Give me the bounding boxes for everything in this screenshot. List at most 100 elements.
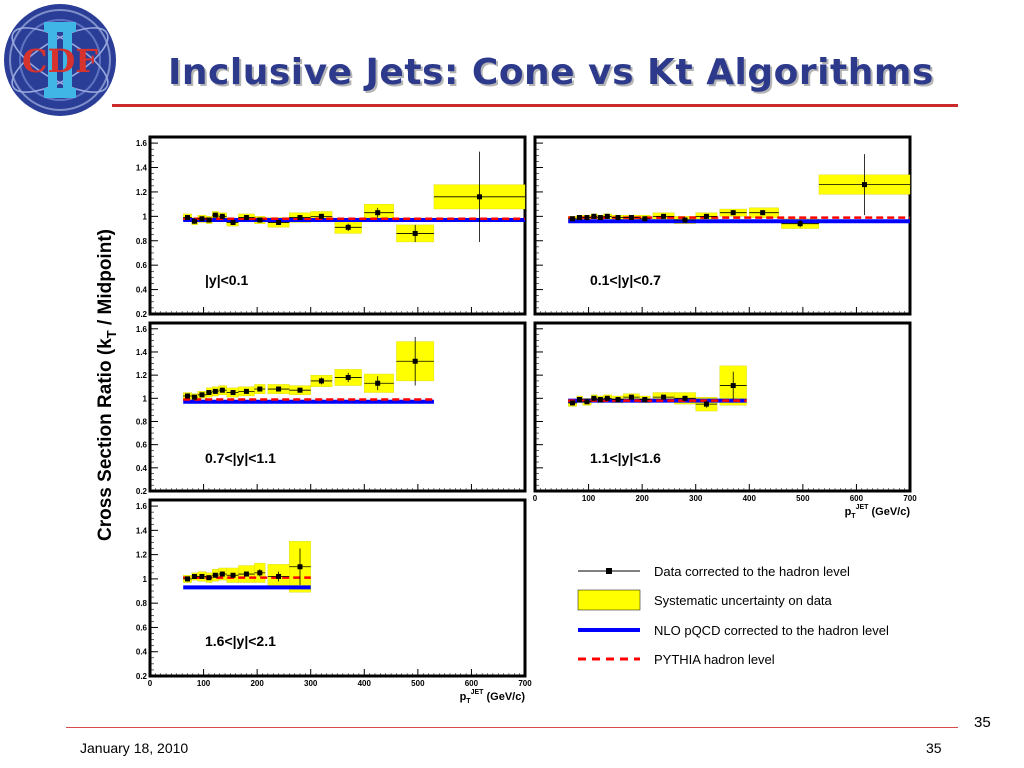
- data-point: [703, 213, 709, 219]
- y-tick-label: 0.4: [136, 286, 148, 295]
- data-point: [597, 215, 603, 221]
- footer-page-number: 35: [926, 740, 942, 756]
- y-tick-label: 0.8: [136, 237, 148, 246]
- y-tick-label: 1: [143, 575, 148, 584]
- data-point: [230, 390, 236, 396]
- data-point: [230, 572, 236, 578]
- data-point: [861, 182, 867, 188]
- panel-5: 0.2 0.4 0.6 0.8 1 1.2 1.4 1.6 0 100 200 300 400 500 60…: [136, 498, 532, 705]
- data-point: [412, 230, 418, 236]
- data-point: [797, 221, 803, 227]
- x-tick-label: 300: [689, 494, 703, 503]
- x-tick-label: 500: [796, 494, 810, 503]
- data-point: [584, 399, 590, 405]
- region-label: 0.7<|y|<1.1: [205, 450, 276, 466]
- data-point: [615, 396, 621, 402]
- data-point: [199, 573, 205, 579]
- data-point: [604, 395, 610, 401]
- y-tick-label: 1.6: [136, 139, 148, 148]
- data-point: [570, 400, 575, 406]
- x-axis-title: pTJET (GeV/c): [460, 689, 526, 705]
- legend-systematic-label: Systematic uncertainty on data: [654, 593, 833, 608]
- y-tick-label: 0.6: [136, 261, 148, 270]
- x-tick-label: 0: [533, 494, 538, 503]
- region-label: |y|<0.1: [205, 272, 248, 288]
- data-point: [591, 213, 597, 219]
- data-point: [760, 210, 766, 216]
- y-tick-label: 1.4: [136, 526, 148, 535]
- x-tick-label: 500: [411, 679, 425, 688]
- data-point: [276, 386, 282, 392]
- data-point: [185, 215, 190, 221]
- panel-frame: [148, 321, 527, 493]
- y-tick-label: 0.8: [136, 599, 148, 608]
- panel-frame: [533, 321, 912, 493]
- data-point: [276, 219, 282, 225]
- data-point: [212, 212, 218, 218]
- y-tick-label: 1: [143, 212, 148, 221]
- data-point: [476, 194, 482, 200]
- y-tick-label: 1.6: [136, 502, 148, 511]
- data-point: [185, 393, 190, 399]
- data-point: [628, 215, 634, 221]
- data-point: [375, 380, 381, 386]
- data-point: [661, 394, 667, 400]
- y-tick-label: 0.4: [136, 648, 148, 657]
- y-tick-label: 1: [143, 394, 148, 403]
- data-point: [570, 216, 575, 222]
- data-point: [257, 386, 263, 392]
- x-tick-label: 600: [850, 494, 864, 503]
- data-point: [243, 215, 249, 221]
- y-tick-label: 1.6: [136, 325, 148, 334]
- data-point: [206, 575, 212, 581]
- x-tick-label: 0: [148, 679, 153, 688]
- legend-nlo-label: NLO pQCD corrected to the hadron level: [654, 623, 889, 638]
- data-point: [730, 210, 736, 216]
- data-point: [243, 388, 249, 394]
- data-point: [191, 218, 197, 224]
- x-tick-label: 200: [250, 679, 264, 688]
- x-tick-label: 300: [304, 679, 318, 688]
- data-point: [576, 215, 582, 221]
- legend-systematic-swatch: [577, 589, 641, 611]
- y-tick-label: 0.6: [136, 441, 148, 450]
- panel-1: 0.2 0.4 0.6 0.8 1 1.2 1.4 1.6 |y|<0.1: [136, 135, 527, 319]
- data-point: [345, 374, 351, 380]
- x-tick-label: 400: [743, 494, 757, 503]
- page-number-top: 35: [974, 714, 991, 731]
- data-point: [584, 215, 590, 221]
- data-point: [257, 217, 263, 223]
- y-tick-label: 1.2: [136, 188, 148, 197]
- data-point: [345, 224, 351, 230]
- data-point: [212, 572, 218, 578]
- y-tick-label: 0.8: [136, 417, 148, 426]
- x-tick-label: 600: [465, 679, 479, 688]
- region-label: 0.1<|y|<0.7: [590, 272, 661, 288]
- cdf-logo: CDF: [4, 4, 116, 116]
- data-point: [206, 217, 212, 223]
- panel-2: 0.1<|y|<0.7: [533, 135, 912, 316]
- y-tick-label: 0.4: [136, 464, 148, 473]
- panel-frame: [533, 135, 912, 316]
- chart-panels: 0.2 0.4 0.6 0.8 1 1.2 1.4 1.6 |y|<0.1 0.1<|y|<0.7…: [136, 135, 917, 705]
- data-point: [615, 215, 621, 221]
- data-point: [597, 396, 603, 402]
- data-point: [642, 396, 648, 402]
- x-axis-title: pTJET (GeV/c): [845, 504, 911, 520]
- data-point: [297, 215, 303, 221]
- region-label: 1.1<|y|<1.6: [590, 450, 661, 466]
- legend-pythia-label: PYTHIA hadron level: [654, 652, 775, 667]
- svg-text:CDF: CDF: [22, 42, 98, 80]
- data-point: [257, 570, 263, 576]
- x-tick-label: 400: [358, 679, 372, 688]
- y-tick-label: 0.2: [136, 310, 148, 319]
- data-point: [219, 571, 225, 577]
- x-tick-label: 100: [582, 494, 596, 503]
- data-point: [318, 378, 324, 384]
- data-point: [604, 213, 610, 219]
- slide-title: Inclusive Jets: Cone vs Kt Algorithms: [168, 52, 934, 93]
- footer-date: January 18, 2010: [80, 740, 189, 756]
- data-point: [576, 396, 582, 402]
- data-point: [276, 573, 282, 579]
